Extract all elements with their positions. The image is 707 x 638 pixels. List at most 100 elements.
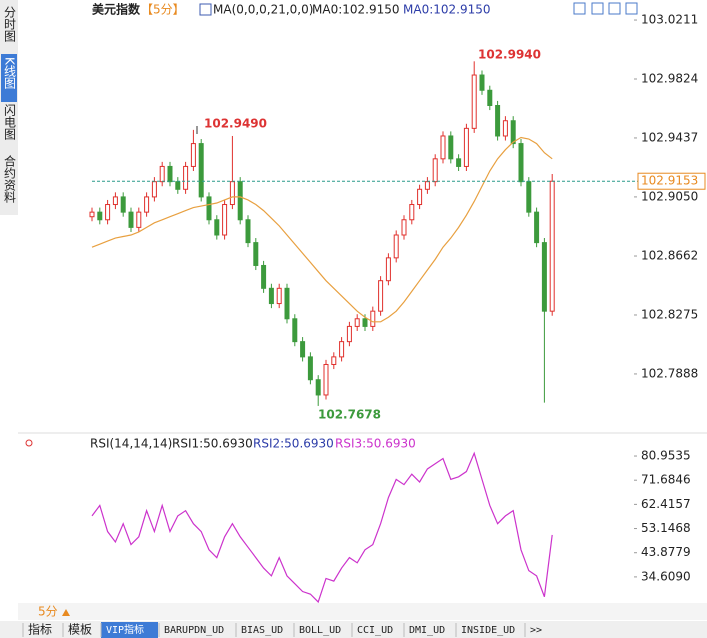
- candle-body: [120, 196, 126, 213]
- tab[interactable]: CCI_UD: [357, 625, 393, 636]
- indicator: MA(0,0,0,21,0,0): [213, 3, 313, 17]
- sidebar-tab[interactable]: K线图: [3, 57, 17, 89]
- annotation: 102.9490: [204, 117, 267, 131]
- y-tick-label: 102.9437: [641, 130, 698, 144]
- candle-body: [409, 204, 415, 221]
- candle-body: [471, 74, 477, 129]
- sidebar-tab[interactable]: 分时图: [3, 6, 17, 42]
- candle-body: [479, 74, 485, 91]
- candle-body: [401, 219, 407, 236]
- rsi-legend: RSI1:50.6930: [172, 437, 253, 451]
- candle-body: [198, 143, 204, 198]
- y-tick-label: 34.6090: [641, 569, 691, 583]
- tab[interactable]: BOLL_UD: [299, 625, 341, 636]
- chart-title: 美元指数: [92, 2, 141, 17]
- candle-body: [378, 280, 384, 312]
- candle-body: [534, 211, 540, 244]
- price-label: 102.9153: [641, 174, 698, 188]
- candle-body: [331, 356, 337, 365]
- candle-body: [112, 196, 118, 206]
- period-arrow[interactable]: [62, 609, 70, 616]
- candle-body: [229, 181, 235, 206]
- candle-body: [151, 181, 157, 198]
- candle-body: [276, 287, 282, 305]
- ma-line: [91, 136, 553, 323]
- y-tick-label: 102.7888: [641, 366, 698, 380]
- sidebar-tab[interactable]: 合约资料: [3, 154, 17, 203]
- y-tick-label: 103.0211: [641, 13, 698, 27]
- candle-body: [237, 181, 243, 221]
- y-tick-label: 102.8662: [641, 249, 698, 263]
- y-tick-label: 102.9824: [641, 71, 698, 85]
- candle-body: [245, 219, 251, 244]
- candle-body: [385, 257, 391, 282]
- tab-bar: [0, 621, 707, 638]
- candle-body: [206, 196, 212, 221]
- indicator-icon[interactable]: [199, 3, 212, 16]
- tab[interactable]: BIAS_UD: [241, 625, 283, 636]
- candle-body: [167, 165, 173, 183]
- candle-body: [307, 356, 313, 381]
- active-tab-bg: [101, 622, 158, 638]
- y-tick-label: 102.9050: [641, 189, 698, 203]
- candle-body: [502, 120, 508, 137]
- candle-body: [323, 363, 329, 396]
- candle-body: [136, 211, 142, 228]
- candle-body: [541, 242, 547, 312]
- rsi-title: RSI(14,14,14): [90, 437, 172, 451]
- tool-icon[interactable]: [591, 2, 604, 15]
- tab[interactable]: 模板: [68, 623, 92, 637]
- y-tick-label: 43.8779: [641, 545, 691, 559]
- candle-body: [339, 341, 345, 358]
- candle-body: [448, 135, 454, 160]
- ma-label: MA0:102.9150: [403, 3, 491, 17]
- tool-icon[interactable]: [625, 2, 638, 15]
- y-tick-label: 102.8275: [641, 307, 698, 321]
- candle-body: [487, 89, 493, 107]
- period[interactable]: 【5分】: [141, 3, 185, 17]
- candle-body: [354, 318, 360, 327]
- candle-body: [432, 158, 438, 183]
- candle-body: [292, 318, 298, 343]
- tab[interactable]: 指标: [28, 622, 52, 637]
- rsi-line: [91, 451, 553, 604]
- candle-body: [214, 219, 220, 236]
- candle-body: [315, 379, 321, 396]
- candle-body: [183, 165, 189, 190]
- sidebar-tab[interactable]: 闪电图: [3, 104, 17, 140]
- y-tick-label: 53.1468: [641, 521, 691, 535]
- tab[interactable]: INSIDE_UD: [461, 625, 515, 636]
- candle-body: [440, 135, 446, 160]
- price-label-box: [637, 172, 706, 190]
- candle-body: [190, 143, 196, 167]
- rsi-legend: RSI2:50.6930: [253, 437, 334, 451]
- candle-body: [456, 158, 462, 167]
- candle-body: [144, 196, 150, 213]
- candle-body: [417, 188, 423, 206]
- tool-icon[interactable]: [573, 2, 586, 15]
- candle-body: [128, 211, 134, 228]
- candle-body: [284, 287, 290, 320]
- settings-icon[interactable]: [25, 439, 33, 447]
- candle-body: [253, 242, 259, 266]
- candle-body: [526, 181, 532, 213]
- candle-body: [549, 180, 555, 312]
- ma-label: MA0:102.9150: [312, 3, 400, 17]
- tool-icon[interactable]: [608, 2, 621, 15]
- annotation: 102.7678: [318, 408, 381, 422]
- rsi-legend: RSI3:50.6930: [335, 437, 416, 451]
- period-button[interactable]: 5分: [38, 605, 58, 619]
- annotation: 102.9940: [478, 48, 541, 62]
- candle-body: [89, 211, 95, 218]
- tabs: 指标 模板 VIP指标 BARUPDN_UD BIAS_UD BOLL_UD CCI_UD D…: [22, 622, 542, 637]
- candle-body: [300, 341, 306, 358]
- sidebar: [0, 0, 18, 215]
- tab[interactable]: VIP指标: [106, 623, 144, 636]
- tab[interactable]: BARUPDN_UD: [164, 625, 224, 636]
- y-tick-label: 62.4157: [641, 497, 691, 511]
- candle-body: [370, 310, 376, 327]
- y-tick-label: 71.6846: [641, 473, 691, 487]
- tab[interactable]: >>: [530, 625, 542, 636]
- tab[interactable]: DMI_UD: [409, 625, 445, 636]
